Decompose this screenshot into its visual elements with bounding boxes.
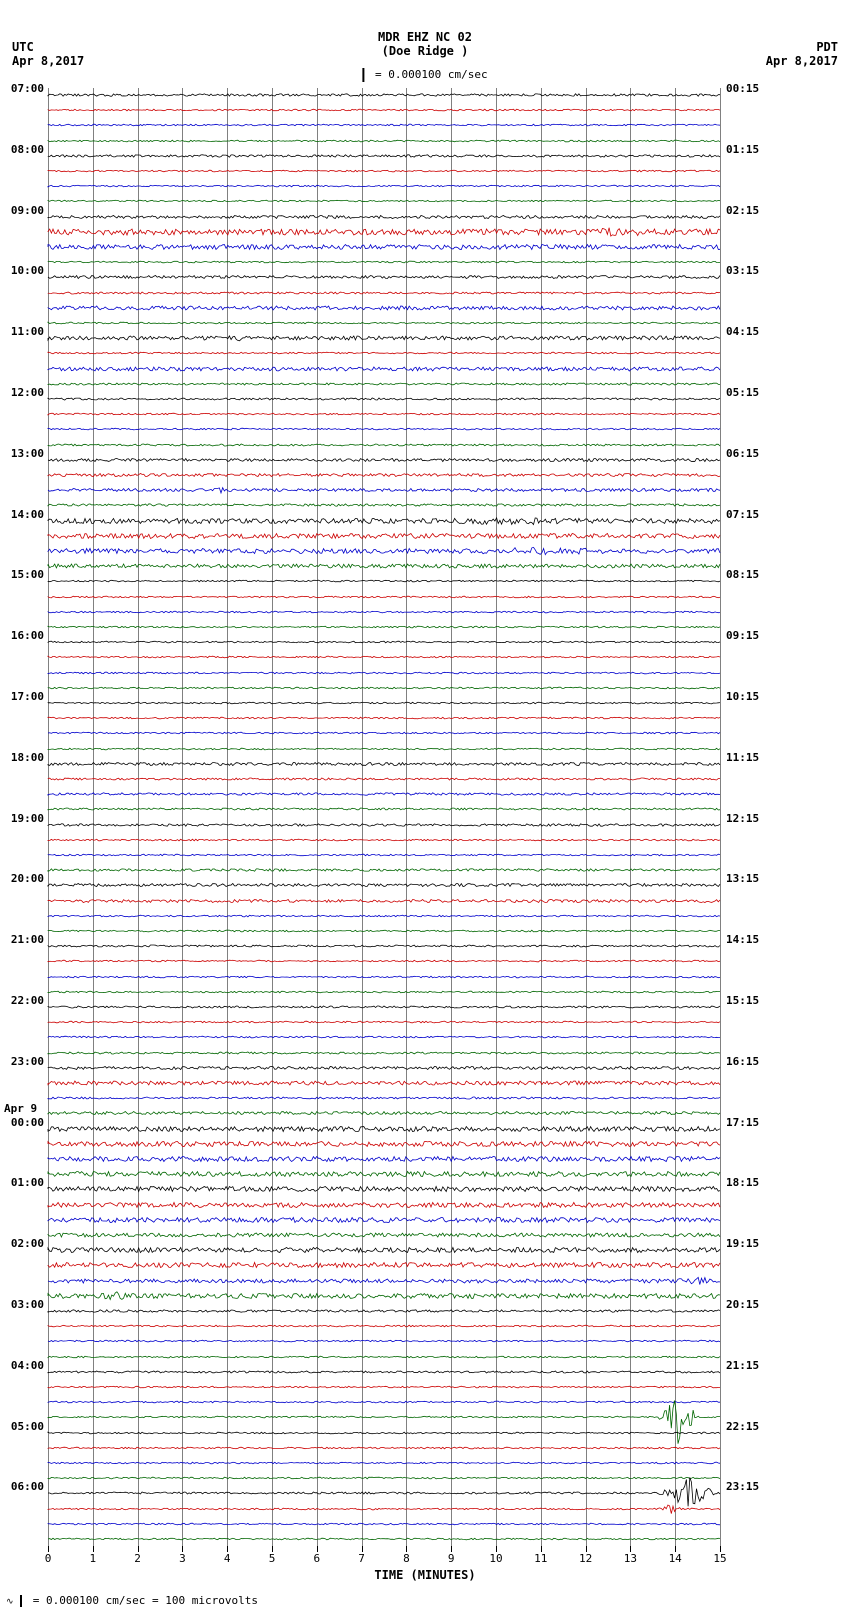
x-tick-mark: [720, 1546, 721, 1552]
pdt-time-label: 07:15: [726, 508, 759, 521]
pdt-time-label: 15:15: [726, 994, 759, 1007]
pdt-time-label: 08:15: [726, 568, 759, 581]
x-tick: 1: [89, 1552, 96, 1565]
pdt-time-label: 01:15: [726, 143, 759, 156]
pdt-time-label: 04:15: [726, 325, 759, 338]
pdt-time-label: 22:15: [726, 1420, 759, 1433]
plot-area: [48, 88, 720, 1548]
x-tick: 2: [134, 1552, 141, 1565]
utc-time-label: 19:00: [2, 812, 44, 825]
station-location: (Doe Ridge ): [0, 44, 850, 58]
tz-right-date: Apr 8,2017: [766, 54, 838, 68]
gridline-vertical: [720, 88, 721, 1548]
x-tick-mark: [272, 1546, 273, 1552]
x-tick-mark: [48, 1546, 49, 1552]
pdt-time-label: 06:15: [726, 447, 759, 460]
pdt-time-label: 09:15: [726, 629, 759, 642]
footer-text: = 0.000100 cm/sec = 100 microvolts: [33, 1594, 258, 1607]
x-tick: 8: [403, 1552, 410, 1565]
x-tick: 3: [179, 1552, 186, 1565]
utc-time-label: 15:00: [2, 568, 44, 581]
x-tick-mark: [541, 1546, 542, 1552]
utc-time-label: 01:00: [2, 1176, 44, 1189]
x-tick: 13: [624, 1552, 637, 1565]
pdt-time-label: 23:15: [726, 1480, 759, 1493]
footer-scale: ∿ = 0.000100 cm/sec = 100 microvolts: [6, 1594, 258, 1607]
x-tick: 9: [448, 1552, 455, 1565]
timezone-right: PDT Apr 8,2017: [766, 40, 838, 68]
utc-time-label: 07:00: [2, 82, 44, 95]
x-tick: 4: [224, 1552, 231, 1565]
x-tick-mark: [451, 1546, 452, 1552]
pdt-time-label: 17:15: [726, 1116, 759, 1129]
pdt-time-label: 10:15: [726, 690, 759, 703]
x-tick-mark: [406, 1546, 407, 1552]
utc-time-label: 12:00: [2, 386, 44, 399]
utc-time-label: 17:00: [2, 690, 44, 703]
x-tick: 10: [489, 1552, 502, 1565]
tz-left-date: Apr 8,2017: [12, 54, 84, 68]
pdt-time-label: 18:15: [726, 1176, 759, 1189]
pdt-time-label: 16:15: [726, 1055, 759, 1068]
x-tick-mark: [138, 1546, 139, 1552]
x-tick-mark: [227, 1546, 228, 1552]
x-tick: 7: [358, 1552, 365, 1565]
utc-time-label: 14:00: [2, 508, 44, 521]
utc-time-label: 08:00: [2, 143, 44, 156]
utc-time-label: 02:00: [2, 1237, 44, 1250]
utc-time-label: 18:00: [2, 751, 44, 764]
x-tick: 6: [313, 1552, 320, 1565]
pdt-time-label: 20:15: [726, 1298, 759, 1311]
x-tick: 5: [269, 1552, 276, 1565]
utc-time-label: 13:00: [2, 447, 44, 460]
tz-right-label: PDT: [766, 40, 838, 54]
pdt-time-label: 13:15: [726, 872, 759, 885]
utc-time-label: 22:00: [2, 994, 44, 1007]
timezone-left: UTC Apr 8,2017: [12, 40, 84, 68]
x-tick: 14: [669, 1552, 682, 1565]
trace-row: [48, 1532, 720, 1547]
x-tick-mark: [362, 1546, 363, 1552]
pdt-time-label: 21:15: [726, 1359, 759, 1372]
tz-left-label: UTC: [12, 40, 84, 54]
pdt-time-label: 02:15: [726, 204, 759, 217]
x-tick-mark: [317, 1546, 318, 1552]
x-tick-mark: [630, 1546, 631, 1552]
pdt-time-label: 05:15: [726, 386, 759, 399]
utc-time-label: 06:00: [2, 1480, 44, 1493]
header: MDR EHZ NC 02 (Doe Ridge ): [0, 30, 850, 58]
utc-time-label: 09:00: [2, 204, 44, 217]
x-tick-mark: [675, 1546, 676, 1552]
utc-time-label: 21:00: [2, 933, 44, 946]
scale-bar-icon: [20, 1595, 22, 1607]
station-code: MDR EHZ NC 02: [0, 30, 850, 44]
pdt-time-label: 00:15: [726, 82, 759, 95]
x-tick-mark: [93, 1546, 94, 1552]
utc-time-label: 16:00: [2, 629, 44, 642]
pdt-time-label: 03:15: [726, 264, 759, 277]
utc-time-label: 05:00: [2, 1420, 44, 1433]
utc-time-label: 20:00: [2, 872, 44, 885]
x-tick: 11: [534, 1552, 547, 1565]
day-boundary-label: Apr 9: [4, 1102, 37, 1115]
utc-time-label: 11:00: [2, 325, 44, 338]
x-tick-mark: [182, 1546, 183, 1552]
pdt-time-label: 12:15: [726, 812, 759, 825]
pdt-time-label: 14:15: [726, 933, 759, 946]
x-tick-mark: [496, 1546, 497, 1552]
utc-time-label: 00:00: [2, 1116, 44, 1129]
x-tick: 15: [713, 1552, 726, 1565]
utc-time-label: 10:00: [2, 264, 44, 277]
utc-time-label: 03:00: [2, 1298, 44, 1311]
pdt-time-label: 11:15: [726, 751, 759, 764]
x-tick: 0: [45, 1552, 52, 1565]
x-axis-title: TIME (MINUTES): [0, 1568, 850, 1582]
seismogram-container: MDR EHZ NC 02 (Doe Ridge ) = 0.000100 cm…: [0, 0, 850, 1613]
x-tick-mark: [586, 1546, 587, 1552]
pdt-time-label: 19:15: [726, 1237, 759, 1250]
utc-time-label: 04:00: [2, 1359, 44, 1372]
x-tick: 12: [579, 1552, 592, 1565]
utc-time-label: 23:00: [2, 1055, 44, 1068]
